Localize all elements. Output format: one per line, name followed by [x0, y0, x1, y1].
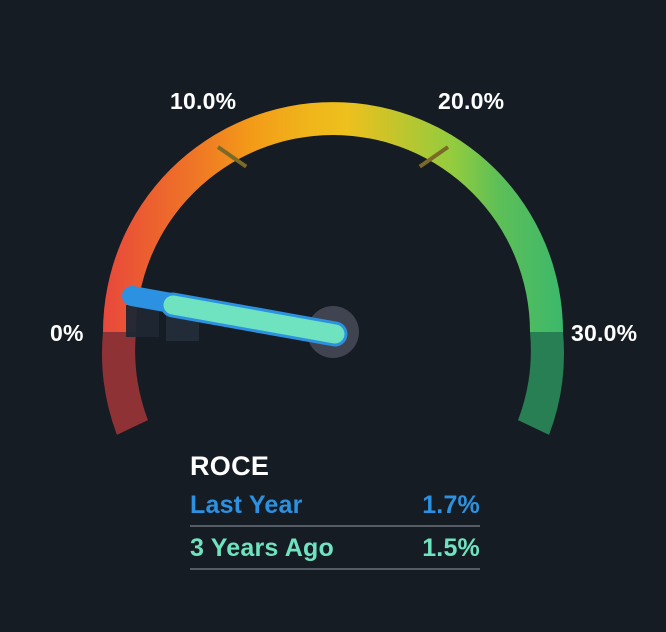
axis-tick-label-10: 10.0%: [170, 88, 237, 114]
legend-value-last-year: 1.7%: [422, 491, 480, 520]
gauge-extension-arc-right: [518, 332, 564, 435]
legend: ROCE Last Year 1.7% 3 Years Ago 1.5%: [190, 451, 480, 571]
gauge-tick-mark-20: [418, 145, 450, 169]
gauge-tick-mark-10: [216, 145, 248, 169]
legend-label-three-years-ago: 3 Years Ago: [190, 534, 334, 563]
axis-tick-label-30: 30.0%: [571, 320, 638, 346]
legend-row-last-year: Last Year 1.7%: [190, 490, 480, 528]
needle-backdrop-plate-left: [126, 305, 159, 337]
axis-tick-label-20: 20.0%: [438, 88, 505, 114]
gauge-needle-three-years-ago: [163, 295, 345, 344]
axis-tick-label-0: 0%: [50, 320, 84, 346]
legend-row-three-years-ago: 3 Years Ago 1.5%: [190, 533, 480, 571]
gauge-value-arc: [103, 102, 563, 332]
legend-value-three-years-ago: 1.5%: [422, 534, 480, 563]
chart-title: ROCE: [190, 451, 270, 481]
gauge-extension-arc-left: [102, 332, 148, 435]
legend-label-last-year: Last Year: [190, 491, 303, 520]
